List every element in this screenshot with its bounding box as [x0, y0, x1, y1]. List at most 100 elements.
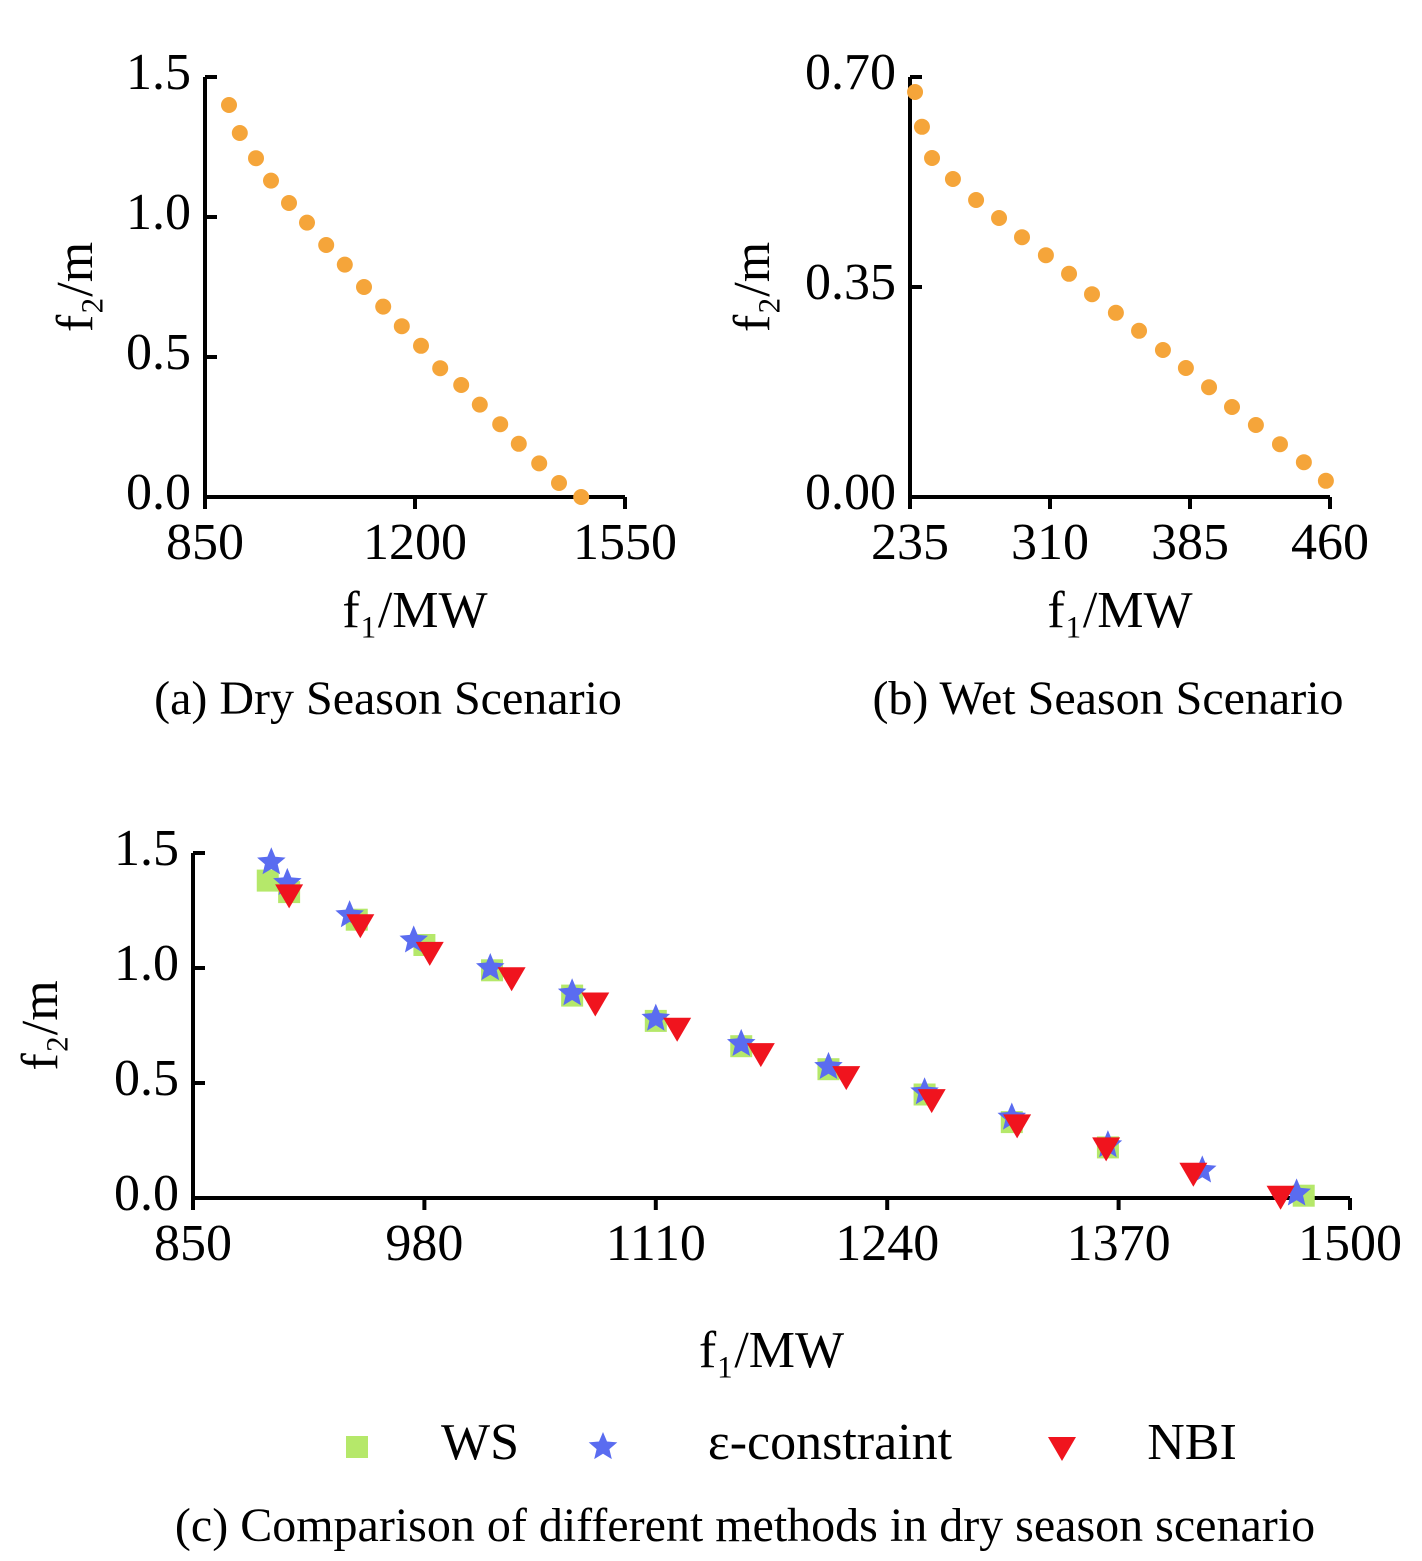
point — [510, 435, 527, 452]
point — [1282, 1178, 1311, 1206]
x-tick-label: 235 — [871, 514, 949, 571]
point — [492, 416, 509, 433]
legend-label: ε-constraint — [708, 1414, 953, 1471]
point — [1266, 1185, 1295, 1210]
point — [1003, 1114, 1032, 1139]
legend-label: NBI — [1147, 1414, 1237, 1471]
x-tick-label: 1200 — [363, 514, 467, 571]
point — [1014, 229, 1030, 246]
y-tick-label: 1.5 — [114, 820, 179, 877]
point — [346, 914, 375, 939]
point — [1271, 436, 1288, 453]
legend-marker — [1048, 1437, 1076, 1461]
point — [968, 192, 985, 208]
point — [318, 237, 335, 253]
y-tick-label: 0.5 — [114, 1050, 179, 1107]
point — [336, 256, 353, 273]
x-tick-label: 460 — [1291, 514, 1369, 571]
caption: (b) Wet Season Scenario — [872, 672, 1343, 725]
point — [1247, 417, 1264, 433]
point — [263, 172, 279, 189]
point — [248, 150, 264, 167]
point — [231, 125, 248, 141]
legend-marker — [346, 1436, 368, 1458]
x-tick-label: 850 — [166, 514, 244, 571]
point — [1201, 379, 1218, 396]
point — [256, 869, 279, 892]
point — [531, 455, 548, 472]
y-tick-label: 1.0 — [126, 184, 191, 241]
point — [497, 967, 526, 992]
point — [257, 847, 286, 875]
y-axis-label: f₂/m — [12, 980, 69, 1070]
point — [1177, 360, 1194, 376]
y-tick-label: 1.5 — [126, 44, 191, 101]
y-axis-label: f₂/m — [47, 242, 104, 332]
point — [1224, 399, 1240, 415]
point — [375, 298, 392, 315]
point — [413, 337, 429, 354]
point — [399, 925, 428, 953]
point — [221, 97, 237, 113]
x-tick-label: 1240 — [835, 1215, 939, 1272]
point — [573, 489, 590, 505]
point — [641, 1003, 671, 1031]
point — [1154, 342, 1171, 358]
point — [551, 475, 567, 491]
point — [432, 360, 449, 377]
point — [281, 195, 297, 211]
point — [557, 978, 587, 1006]
point — [907, 84, 924, 100]
y-tick-label: 0.70 — [805, 44, 896, 101]
point — [814, 1051, 843, 1079]
x-tick-label: 1550 — [573, 514, 677, 571]
point — [275, 884, 304, 909]
x-axis-label: f₁/MW — [342, 582, 487, 639]
point — [991, 210, 1008, 226]
y-tick-label: 1.0 — [114, 935, 179, 992]
point — [663, 1017, 692, 1042]
point — [1131, 322, 1148, 339]
y-tick-label: 0.0 — [114, 1165, 179, 1222]
caption: (a) Dry Season Scenario — [154, 672, 622, 725]
point — [1295, 454, 1312, 471]
legend-label: WS — [441, 1414, 519, 1471]
x-tick-label: 385 — [1151, 514, 1229, 571]
point — [1061, 265, 1078, 282]
x-axis-label: f₁/MW — [1047, 582, 1192, 639]
y-axis-label: f₂/m — [724, 242, 781, 332]
point — [746, 1043, 775, 1068]
point — [1107, 304, 1124, 321]
point — [1092, 1137, 1121, 1162]
x-axis-label: f₁/MW — [699, 1322, 844, 1379]
point — [1037, 247, 1054, 264]
point — [471, 396, 488, 413]
x-tick-label: 1370 — [1067, 1215, 1171, 1272]
point — [581, 992, 610, 1017]
caption: (c) Comparison of different methods in d… — [175, 1499, 1315, 1552]
point — [453, 377, 470, 393]
point — [917, 1089, 946, 1114]
y-tick-label: 0.5 — [126, 324, 191, 381]
x-tick-label: 850 — [154, 1215, 232, 1272]
y-tick-label: 0.0 — [126, 464, 191, 521]
point — [393, 318, 410, 335]
y-tick-label: 0.35 — [805, 254, 896, 311]
x-tick-label: 310 — [1011, 514, 1089, 571]
point — [1084, 286, 1100, 303]
x-tick-label: 980 — [385, 1215, 463, 1272]
point — [299, 214, 315, 231]
point — [476, 953, 505, 981]
x-tick-label: 1500 — [1298, 1215, 1402, 1272]
point — [944, 171, 961, 187]
point — [727, 1028, 756, 1056]
point — [924, 150, 941, 166]
point — [356, 279, 372, 295]
legend-marker — [588, 1432, 618, 1460]
point — [832, 1066, 861, 1091]
point — [1317, 472, 1334, 489]
x-tick-label: 1110 — [606, 1215, 706, 1272]
point — [1179, 1162, 1208, 1187]
